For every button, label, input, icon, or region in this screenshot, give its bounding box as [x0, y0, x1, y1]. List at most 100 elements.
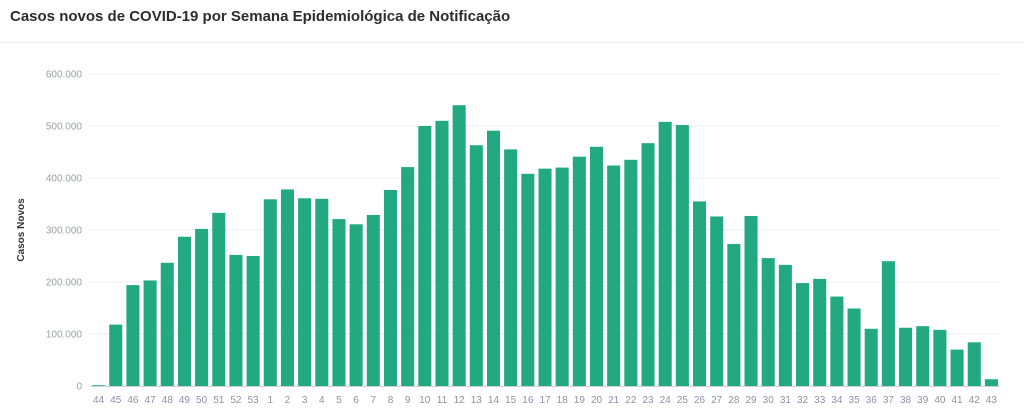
x-tick-label: 22 — [625, 395, 637, 406]
bar — [229, 254, 243, 386]
x-tick-label: 52 — [230, 395, 242, 406]
bar — [298, 198, 312, 386]
bar — [555, 167, 569, 386]
x-tick-label: 26 — [694, 395, 706, 406]
x-tick-label: 38 — [900, 395, 912, 406]
y-tick-label: 0 — [76, 382, 82, 393]
x-tick-label: 39 — [917, 395, 929, 406]
bar — [469, 145, 483, 386]
bar — [813, 278, 827, 386]
x-tick-label: 13 — [471, 395, 483, 406]
x-tick-label: 35 — [848, 395, 860, 406]
chart-title: Casos novos de COVID-19 por Semana Epide… — [10, 8, 511, 25]
bar — [332, 219, 346, 386]
bar — [349, 224, 363, 386]
y-tick-label: 600.000 — [46, 70, 83, 81]
y-tick-label: 200.000 — [46, 278, 83, 289]
x-tick-label: 33 — [814, 395, 826, 406]
bar — [401, 167, 415, 386]
x-tick-label: 49 — [179, 395, 191, 406]
bar — [504, 149, 518, 386]
bar — [366, 214, 380, 386]
bar — [212, 212, 226, 386]
bar — [109, 324, 123, 386]
x-tick-label: 5 — [336, 395, 342, 406]
x-tick-label: 44 — [93, 395, 105, 406]
bar — [658, 121, 672, 386]
x-tick-label: 4 — [319, 395, 325, 406]
x-tick-label: 28 — [728, 395, 740, 406]
x-tick-label: 6 — [353, 395, 359, 406]
bar — [675, 124, 689, 387]
x-tick-label: 8 — [388, 395, 394, 406]
bar — [263, 199, 277, 386]
x-tick-label: 1 — [268, 395, 274, 406]
bar — [693, 201, 707, 386]
bar — [847, 308, 861, 386]
bar — [246, 256, 260, 386]
bar — [521, 173, 535, 386]
x-tick-label: 11 — [437, 395, 448, 406]
y-tick-label: 500.000 — [46, 122, 83, 133]
x-tick-label: 42 — [969, 395, 981, 406]
y-tick-label: 300.000 — [46, 226, 83, 237]
x-tick-label: 12 — [454, 395, 466, 406]
x-tick-label: 37 — [883, 395, 895, 406]
x-tick-label: 24 — [660, 395, 672, 406]
bar — [92, 385, 106, 386]
x-tick-label: 34 — [831, 395, 843, 406]
x-tick-label: 21 — [608, 395, 620, 406]
bar — [899, 327, 913, 386]
bar — [744, 215, 758, 386]
x-tick-label: 45 — [110, 395, 122, 406]
x-tick-label: 27 — [711, 395, 723, 406]
bar — [195, 228, 209, 386]
y-axis-title: Casos Novos — [16, 198, 27, 262]
bar — [418, 126, 432, 386]
bar — [796, 283, 810, 386]
x-tick-label: 9 — [405, 395, 411, 406]
x-tick-label: 19 — [574, 395, 586, 406]
x-tick-label: 25 — [677, 395, 689, 406]
bar — [864, 328, 878, 386]
title-divider — [0, 42, 1024, 43]
x-tick-label: 31 — [780, 395, 792, 406]
bar — [538, 168, 552, 386]
x-tick-label: 43 — [986, 395, 998, 406]
x-tick-label: 23 — [642, 395, 654, 406]
x-tick-label: 20 — [591, 395, 603, 406]
x-tick-label: 3 — [302, 395, 308, 406]
bar — [778, 264, 792, 386]
bar — [967, 342, 981, 386]
x-tick-label: 16 — [522, 395, 534, 406]
bar — [641, 143, 655, 386]
bar — [727, 244, 741, 386]
bar — [280, 189, 294, 386]
y-tick-label: 100.000 — [46, 330, 83, 341]
bar — [916, 326, 930, 386]
x-tick-label: 46 — [127, 395, 139, 406]
x-tick-label: 10 — [419, 395, 431, 406]
bar — [143, 280, 157, 386]
x-tick-label: 17 — [539, 395, 551, 406]
bar — [177, 236, 191, 386]
bar — [315, 198, 329, 386]
bar — [830, 296, 844, 386]
x-tick-label: 2 — [285, 395, 291, 406]
bar — [984, 379, 998, 386]
bar — [572, 156, 586, 386]
x-tick-label: 53 — [248, 395, 260, 406]
x-tick-label: 51 — [213, 395, 225, 406]
x-tick-label: 32 — [797, 395, 809, 406]
x-tick-label: 40 — [934, 395, 946, 406]
bar — [589, 146, 604, 386]
bar — [710, 216, 724, 386]
x-tick-label: 36 — [866, 395, 878, 406]
bar — [126, 285, 140, 386]
x-tick-label: 14 — [488, 395, 500, 406]
x-tick-label: 48 — [162, 395, 174, 406]
y-tick-label: 400.000 — [46, 174, 83, 185]
bar — [607, 165, 621, 386]
